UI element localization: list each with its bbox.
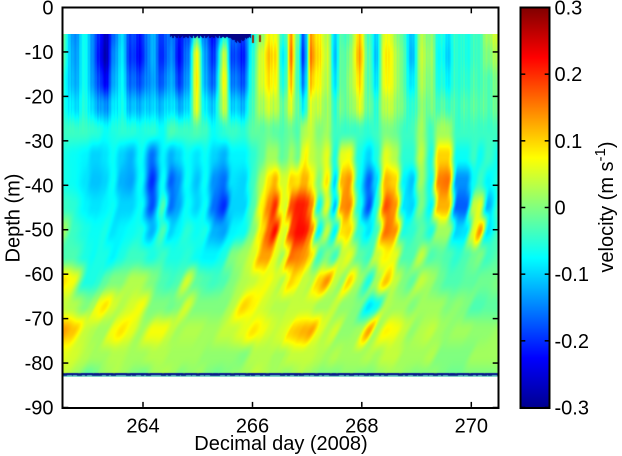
- svg-text:0.2: 0.2: [555, 64, 583, 86]
- svg-text:268: 268: [345, 416, 378, 438]
- svg-text:270: 270: [455, 416, 488, 438]
- svg-text:velocity (m s-1): velocity (m s-1): [592, 141, 618, 272]
- svg-text:-30: -30: [25, 131, 54, 153]
- svg-text:Depth (m): Depth (m): [3, 174, 25, 263]
- svg-text:0.1: 0.1: [555, 131, 583, 153]
- svg-text:-80: -80: [25, 353, 54, 375]
- svg-text:0: 0: [42, 0, 53, 20]
- svg-text:-0.1: -0.1: [555, 264, 589, 286]
- svg-text:264: 264: [126, 416, 159, 438]
- svg-text:-70: -70: [25, 309, 54, 331]
- svg-text:-10: -10: [25, 42, 54, 64]
- svg-text:-60: -60: [25, 264, 54, 286]
- svg-text:-40: -40: [25, 175, 54, 197]
- svg-text:266: 266: [236, 416, 269, 438]
- svg-text:-90: -90: [25, 398, 54, 420]
- svg-text:0.3: 0.3: [555, 0, 583, 20]
- svg-text:-20: -20: [25, 86, 54, 108]
- svg-text:0: 0: [555, 198, 566, 220]
- svg-text:-0.2: -0.2: [555, 331, 589, 353]
- svg-text:-50: -50: [25, 220, 54, 242]
- svg-text:Decimal day (2008): Decimal day (2008): [194, 433, 367, 455]
- svg-text:-0.3: -0.3: [555, 398, 589, 420]
